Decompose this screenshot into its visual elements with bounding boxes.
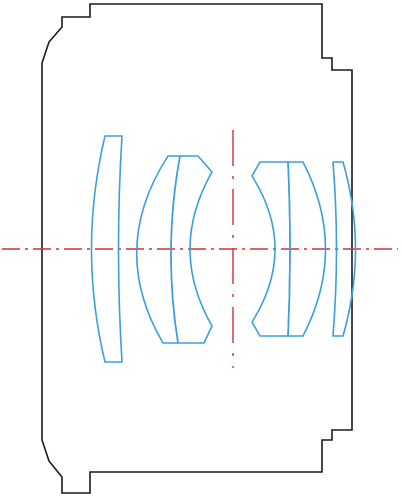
lens-elements xyxy=(90,135,357,363)
lens-barrel-outline xyxy=(41,3,353,494)
lens-element-5 xyxy=(287,161,327,337)
lens-element-6 xyxy=(332,161,357,337)
lens-element-1 xyxy=(90,135,123,363)
lens-element-3 xyxy=(170,155,213,344)
